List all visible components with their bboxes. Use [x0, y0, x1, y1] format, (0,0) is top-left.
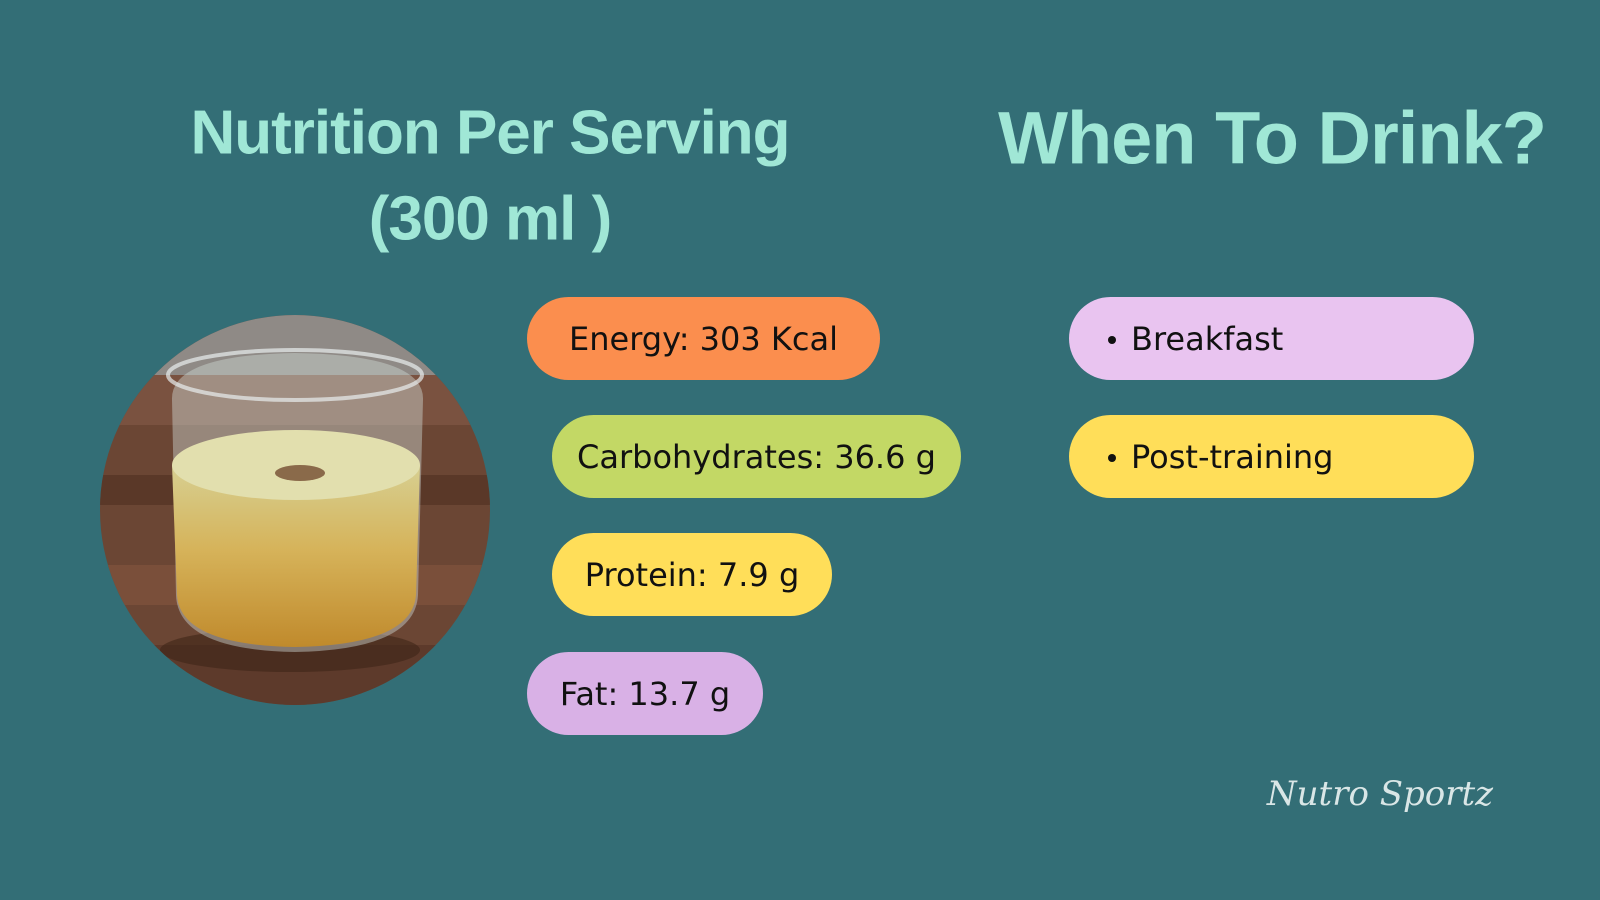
- brand-logo: Nutro Sportz: [1266, 774, 1494, 814]
- nutrition-item: Fat: 13.7 g: [527, 652, 763, 735]
- nutrition-item: Energy: 303 Kcal: [527, 297, 880, 380]
- nutrition-subtitle: (300 ml ): [368, 184, 613, 254]
- when-item: Post-training: [1069, 415, 1474, 498]
- when-title: When To Drink?: [998, 96, 1547, 180]
- when-item: Breakfast: [1069, 297, 1474, 380]
- nutrition-title: Nutrition Per Serving: [190, 98, 790, 168]
- nutrition-item: Protein: 7.9 g: [552, 533, 832, 616]
- drink-photo: [100, 315, 490, 705]
- nutrition-item: Carbohydrates: 36.6 g: [552, 415, 961, 498]
